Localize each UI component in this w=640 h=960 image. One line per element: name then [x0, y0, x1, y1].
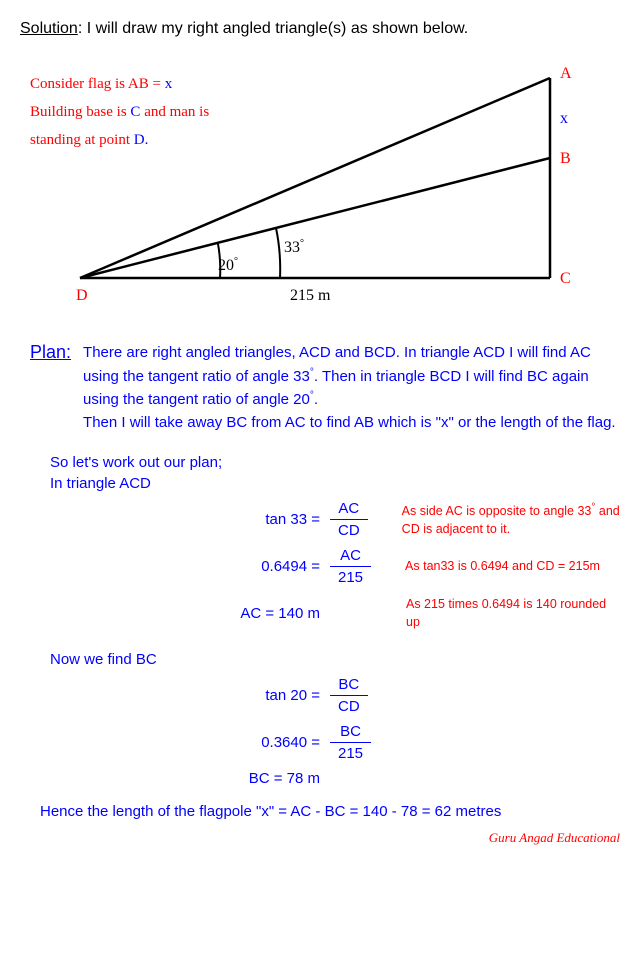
triangle-acd-label: In triangle ACD: [50, 473, 620, 494]
label-B: B: [560, 150, 571, 167]
annot-line3: standing at point D.: [30, 132, 148, 148]
label-D: D: [76, 287, 88, 304]
eq-0.3640: 0.3640 = BC215: [50, 721, 620, 764]
plan-label: Plan:: [30, 342, 71, 363]
note-2: As tan33 is 0.6494 and CD = 215m: [405, 558, 620, 576]
solution-text: : I will draw my right angled triangle(s…: [78, 20, 468, 37]
label-x: x: [560, 110, 568, 127]
eq-BC-result: BC = 78 m: [50, 768, 620, 789]
annot-line1: Consider flag is AB = x: [30, 76, 173, 92]
line-DB: [80, 158, 550, 278]
solution-label: Solution: [20, 20, 78, 37]
label-base: 215 m: [290, 287, 331, 304]
eq-tan20: tan 20 = BCCD: [50, 674, 620, 717]
annot-line2: Building base is C and man is: [30, 104, 209, 120]
work-intro: So let's work out our plan;: [50, 452, 620, 473]
note-3: As 215 times 0.6494 is 140 rounded up: [406, 596, 620, 631]
angle33-arc: [276, 228, 280, 278]
work-section: So let's work out our plan; In triangle …: [50, 452, 620, 789]
triangle-diagram: Consider flag is AB = x Building base is…: [20, 48, 620, 322]
note-1: As side AC is opposite to angle 33° and …: [402, 501, 620, 538]
eq-AC-result: AC = 140 m As 215 times 0.6494 is 140 ro…: [50, 596, 620, 631]
plan-text: There are right angled triangles, ACD an…: [83, 342, 620, 434]
solution-heading: Solution: I will draw my right angled tr…: [20, 20, 620, 38]
eq-0.6494: 0.6494 = AC215 As tan33 is 0.6494 and CD…: [50, 545, 620, 588]
label-C: C: [560, 270, 571, 287]
plan-block: Plan: There are right angled triangles, …: [30, 342, 620, 434]
bc-intro: Now we find BC: [50, 649, 620, 670]
label-A: A: [560, 65, 572, 82]
angle20-label: 20°: [218, 256, 238, 274]
footer-credit: Guru Angad Educational: [20, 830, 620, 846]
angle33-label: 33°: [284, 238, 304, 256]
conclusion: Hence the length of the flagpole "x" = A…: [40, 803, 620, 820]
eq-tan33: tan 33 = ACCD As side AC is opposite to …: [50, 498, 620, 541]
